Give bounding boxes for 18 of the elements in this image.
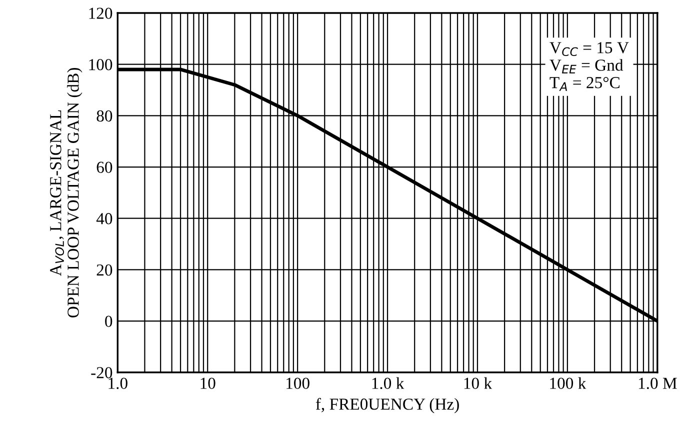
y-axis-title: A$_{VOL}$, LARGE-SIGNAL OPEN LOOP VOLTAGE GAIN (dB) bbox=[50, 68, 82, 318]
x-tick-label: 1.0 k bbox=[372, 377, 404, 390]
text: V$_{CC}$ = 15 V V$_{EE}$ = Gnd T$_{A}$ = 25°C bbox=[550, 42, 629, 91]
x-tick-label: 100 k bbox=[550, 377, 586, 389]
x-tick-label: 10 k bbox=[464, 377, 492, 389]
y-tick-label: 80 bbox=[96, 110, 112, 122]
y-tick-label: 20 bbox=[96, 264, 112, 276]
y-tick-label: -20 bbox=[91, 367, 112, 378]
y-tick-label: 60 bbox=[96, 162, 112, 173]
y-tick-label: 120 bbox=[89, 8, 112, 19]
y-tick-label: 100 bbox=[89, 59, 112, 70]
x-tick-label: 1.0 bbox=[108, 378, 128, 390]
x-tick-label: 10 bbox=[200, 378, 216, 389]
x-axis-title: f, FRE0UENCY (Hz) bbox=[316, 398, 459, 414]
y-tick-label: 0 bbox=[105, 316, 112, 327]
y-tick-label: 40 bbox=[96, 213, 112, 224]
x-tick-label: 1.0 M bbox=[638, 378, 677, 390]
x-tick-label: 100 bbox=[286, 378, 310, 389]
